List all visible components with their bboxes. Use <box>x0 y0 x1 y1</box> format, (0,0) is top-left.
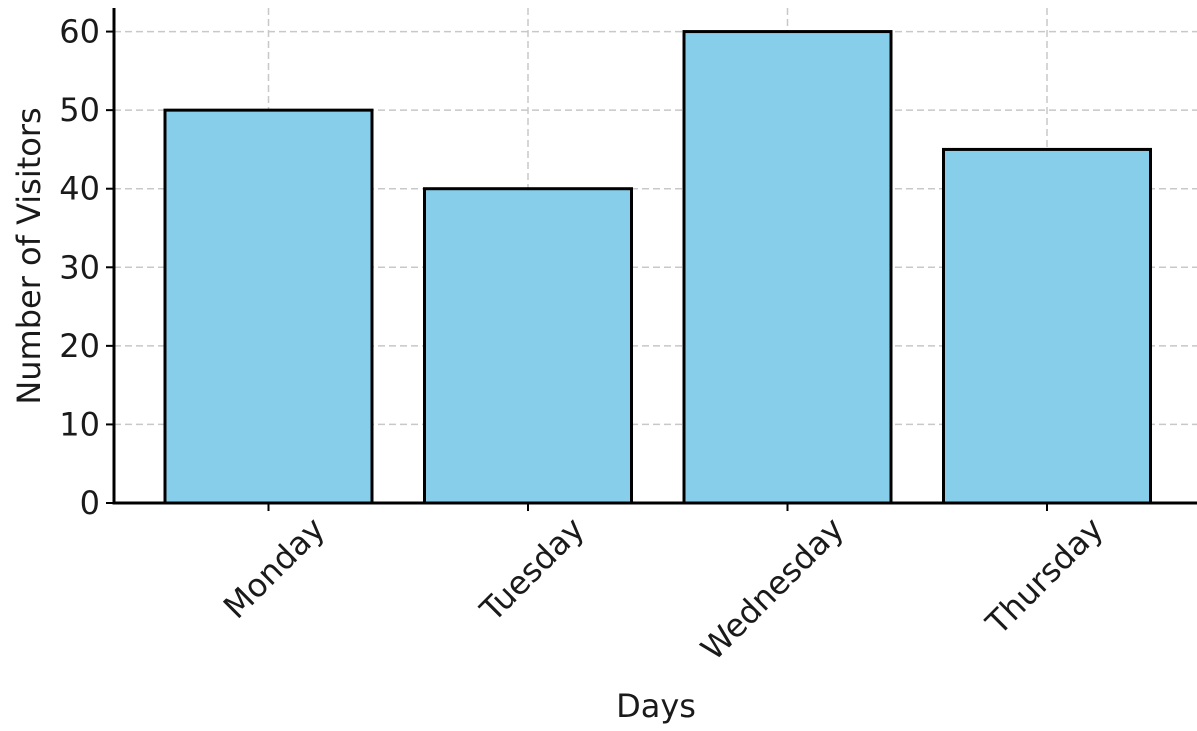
bar-thursday <box>944 149 1151 503</box>
bar-tuesday <box>425 189 632 503</box>
bar-wednesday <box>684 32 891 503</box>
y-tick-label: 10 <box>59 405 100 443</box>
x-tick-label-monday: Monday <box>216 510 332 626</box>
y-tick-label: 60 <box>59 13 100 51</box>
y-tick-label: 40 <box>59 170 100 208</box>
x-tick-label-thursday: Thursday <box>978 510 1111 643</box>
bar-monday <box>165 110 372 503</box>
x-axis-title: Days <box>616 687 696 725</box>
y-tick-label: 50 <box>59 91 100 129</box>
y-tick-label: 20 <box>59 327 100 365</box>
x-tick-label-wednesday: Wednesday <box>693 510 851 668</box>
y-tick-label: 30 <box>59 248 100 286</box>
y-tick-label: 0 <box>80 484 100 522</box>
y-axis-title: Number of Visitors <box>10 107 48 404</box>
x-tick-label-tuesday: Tuesday <box>472 510 592 630</box>
